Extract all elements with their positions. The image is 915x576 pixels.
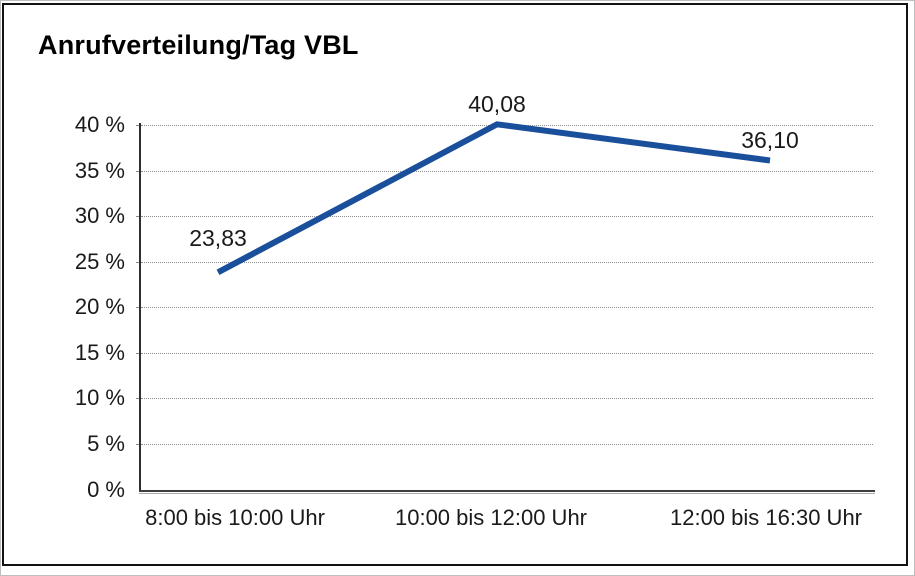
- y-tick-label: 35 %: [74, 157, 125, 183]
- y-tick-label: 20 %: [74, 294, 125, 320]
- y-tick-mark: [136, 262, 141, 263]
- y-tick-mark: [136, 398, 141, 399]
- x-axis-label: 10:00 bis 12:00 Uhr: [394, 505, 588, 530]
- y-tick-label: 0 %: [87, 476, 125, 502]
- x-axis-line: [139, 490, 875, 492]
- y-tick-label: 15 %: [74, 339, 125, 365]
- y-tick-mark: [136, 307, 141, 308]
- gridline: [141, 398, 873, 399]
- y-tick-label: 25 %: [74, 248, 125, 274]
- y-tick-mark: [136, 125, 141, 126]
- data-point-label: 40,08: [468, 91, 526, 117]
- y-tick-mark: [136, 444, 141, 445]
- y-tick-label: 30 %: [74, 203, 125, 229]
- y-tick-label: 5 %: [87, 430, 125, 456]
- y-tick-label: 40 %: [74, 112, 125, 137]
- gridline: [141, 171, 873, 172]
- gridline: [141, 262, 873, 263]
- y-tick-label: 10 %: [74, 385, 125, 411]
- data-line: [216, 121, 771, 275]
- y-tick-mark: [136, 216, 141, 217]
- gridline: [141, 444, 873, 445]
- y-tick-mark: [136, 353, 141, 354]
- x-axis-label: 12:00 bis 16:30 Uhr: [669, 505, 863, 530]
- data-point-label: 36,10: [741, 127, 799, 153]
- x-axis-label: 8:00 bis 10:00 Uhr: [145, 505, 325, 530]
- gridline: [141, 307, 873, 308]
- chart-frame: [2, 3, 908, 566]
- chart-title: Anrufverteilung/Tag VBL: [38, 30, 359, 60]
- gridline: [141, 216, 873, 217]
- gridline: [141, 353, 873, 354]
- y-axis-line: [139, 123, 141, 492]
- x-axis-shadow: [139, 493, 875, 494]
- y-tick-mark: [136, 171, 141, 172]
- data-point-label: 23,83: [189, 225, 247, 251]
